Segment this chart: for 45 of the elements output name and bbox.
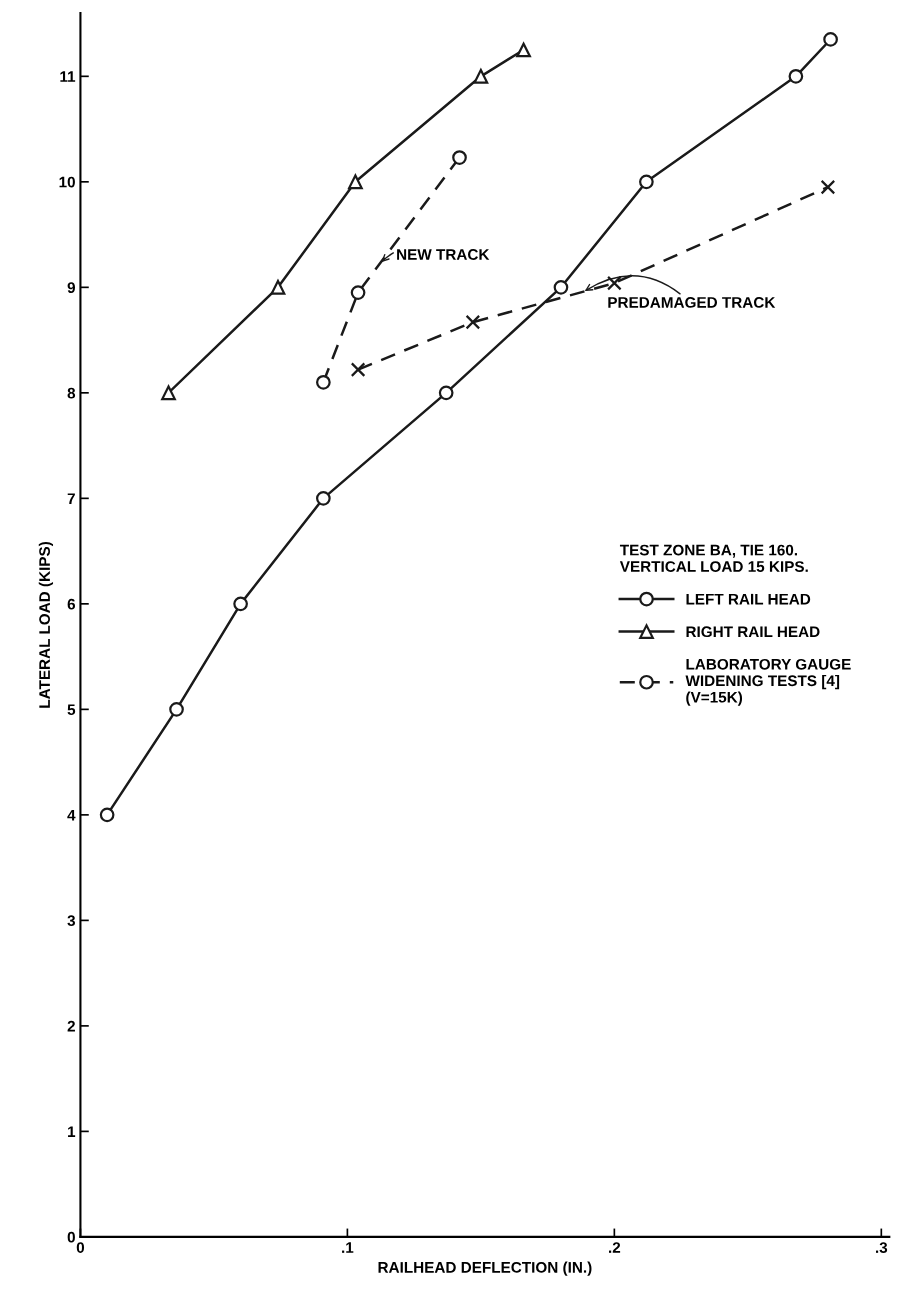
point <box>465 314 481 330</box>
x-tick-label: .2 <box>609 1242 621 1253</box>
point <box>438 385 454 401</box>
x-tick-label: .1 <box>342 1242 354 1253</box>
x-tick-label: .3 <box>875 1242 888 1253</box>
point <box>270 279 286 295</box>
y-tick-label: 4 <box>67 809 76 821</box>
point <box>606 275 622 291</box>
annotation: NEW TRACK <box>397 249 490 260</box>
legend-label: LABORATORY GAUGE WIDENING TESTS [4] (V=15K) <box>685 658 851 706</box>
y-tick-label: 5 <box>67 704 76 716</box>
point <box>350 362 366 377</box>
point <box>99 807 115 823</box>
point <box>161 385 176 401</box>
point <box>823 32 838 47</box>
y-axis-title: LATERAL LOAD (KIPS) <box>38 541 54 708</box>
point <box>169 702 184 717</box>
y-tick-label: 2 <box>67 1020 75 1032</box>
y-tick-label: 0 <box>67 1231 75 1243</box>
point <box>350 285 366 300</box>
y-tick-label: 3 <box>67 915 76 927</box>
y-tick-label: 7 <box>67 493 75 504</box>
y-tick-label: 11 <box>60 71 76 82</box>
point <box>788 68 804 84</box>
legend-title: TEST ZONE BA, TIE 160. VERTICAL LOAD 15 KIPS. <box>619 544 808 572</box>
y-tick-label: 1 <box>68 1126 76 1137</box>
point <box>316 374 331 390</box>
legend-label: LEFT RAIL HEAD <box>686 593 811 605</box>
point <box>553 279 569 295</box>
y-tick-label: 8 <box>67 387 76 399</box>
legend-label: RIGHT RAIL HEAD <box>686 626 820 638</box>
point <box>820 179 836 195</box>
x-tick-label: 0 <box>76 1242 85 1253</box>
point <box>473 68 489 84</box>
x-axis-title: RAILHEAD DEFLECTION (IN.) <box>378 1261 592 1276</box>
point <box>348 174 363 190</box>
y-tick-label: 9 <box>67 282 76 294</box>
point <box>452 150 467 165</box>
annotation: PREDAMAGED TRACK <box>608 297 776 308</box>
point <box>233 596 248 612</box>
point <box>639 174 654 190</box>
y-tick-label: 10 <box>59 176 75 188</box>
point <box>516 42 531 58</box>
y-tick-label: 6 <box>67 598 76 610</box>
point <box>316 490 331 506</box>
